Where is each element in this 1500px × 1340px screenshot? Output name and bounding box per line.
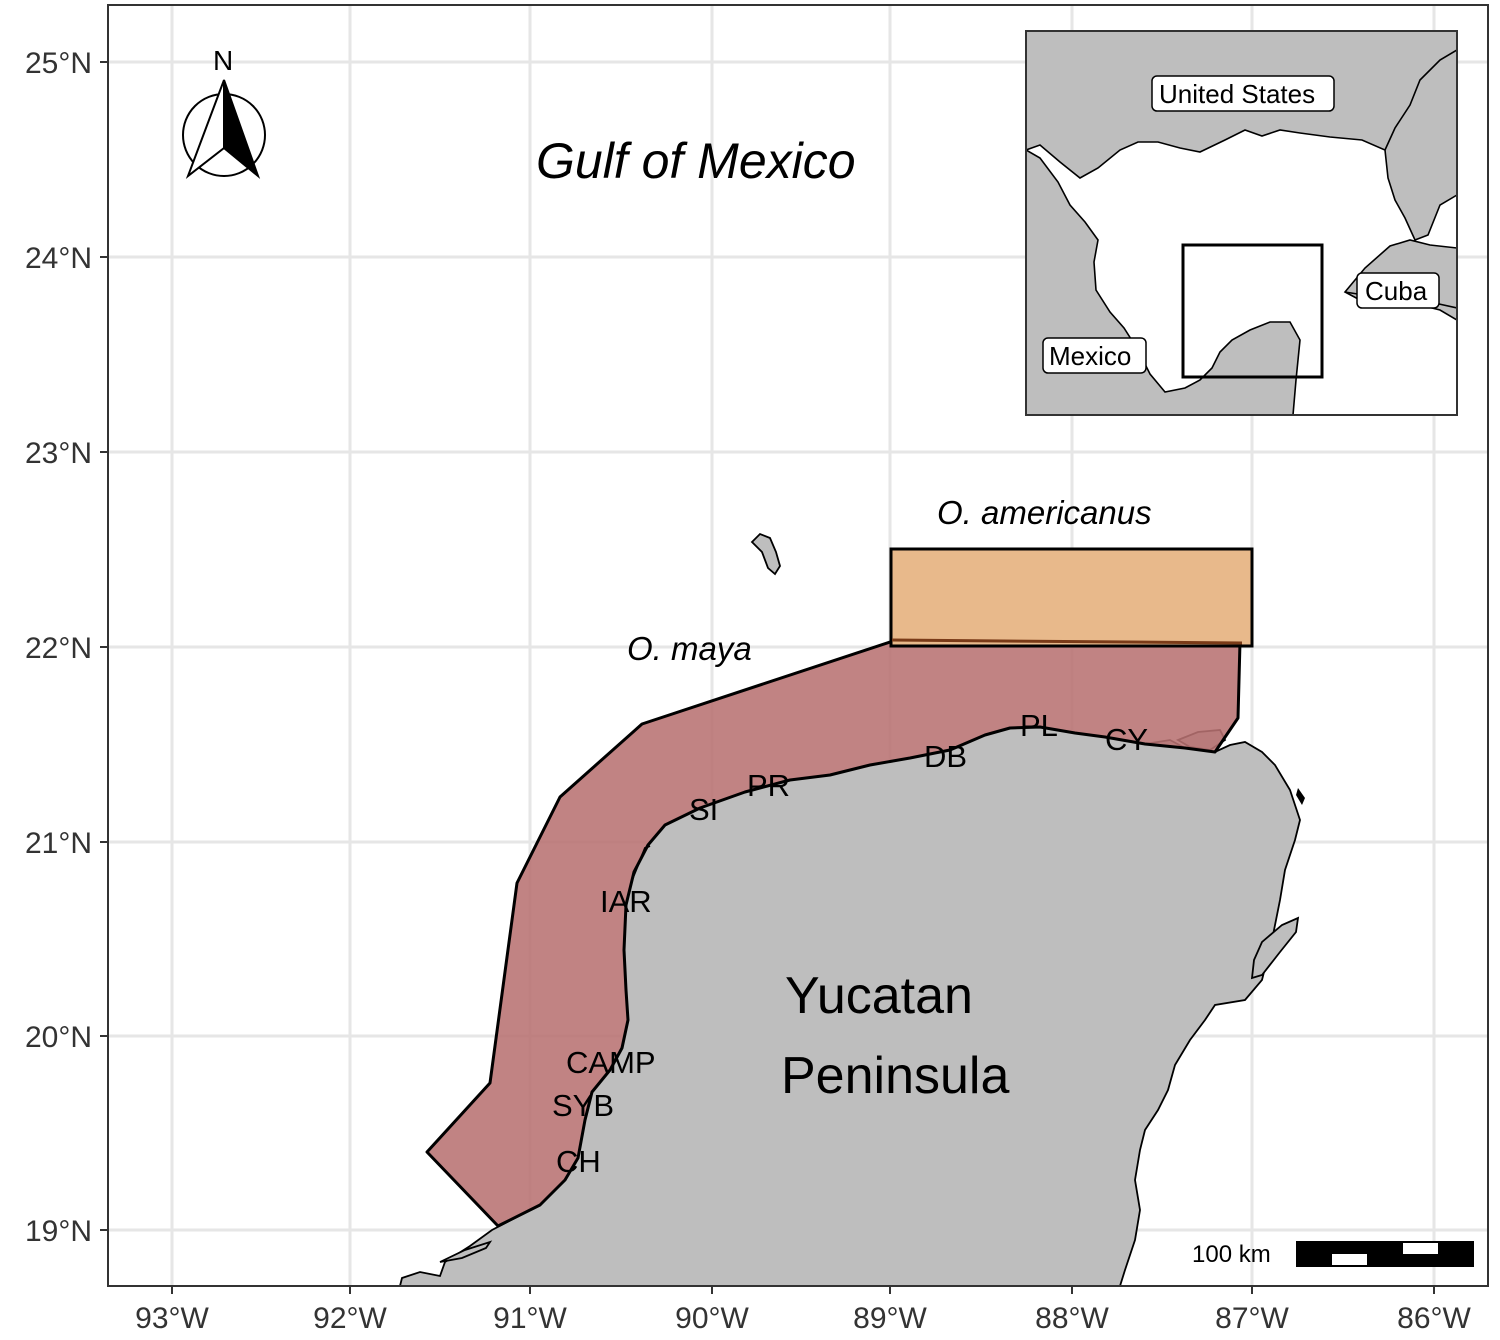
y-tick-label: 20°N bbox=[25, 1021, 92, 1054]
scale-bar-label: 100 km bbox=[1192, 1241, 1271, 1268]
x-tick-label: 92°W bbox=[313, 1302, 387, 1335]
north-arrow-right-half bbox=[223, 79, 261, 180]
inset-florida-coast bbox=[1384, 49, 1457, 151]
site-label-pl: PL bbox=[1020, 708, 1058, 743]
inset-label-box-us bbox=[1151, 75, 1335, 112]
site-label-camp: CAMP bbox=[566, 1045, 656, 1080]
inset-label-mexico: Mexico bbox=[1049, 341, 1131, 371]
cozumel-island bbox=[1250, 916, 1300, 980]
scale-bar-segment-1 bbox=[1297, 1242, 1332, 1266]
site-label-ch: CH bbox=[556, 1144, 601, 1179]
scale-bar: 100 km bbox=[1192, 1241, 1474, 1268]
isla-del-carmen bbox=[439, 1240, 493, 1263]
sea-label: Gulf of Mexico bbox=[536, 133, 856, 189]
site-label-iar: IAR bbox=[600, 884, 652, 919]
y-tick-label: 21°N bbox=[25, 827, 92, 860]
inset-map: United States Cuba Mexico bbox=[1025, 30, 1458, 416]
y-tick-label: 19°N bbox=[25, 1215, 92, 1248]
inset-label-united-states: United States bbox=[1159, 79, 1315, 109]
y-tick-label: 23°N bbox=[25, 437, 92, 470]
site-label-db: DB bbox=[924, 739, 967, 774]
y-axis: 25°N 24°N 23°N 22°N 21°N 20°N 19°N bbox=[25, 47, 108, 1248]
inset-label-cuba: Cuba bbox=[1365, 276, 1428, 306]
scale-bar-segment-3 bbox=[1367, 1242, 1403, 1266]
x-tick-label: 88°W bbox=[1035, 1302, 1109, 1335]
north-arrow-label: N bbox=[213, 45, 233, 76]
coastal-islet-east bbox=[1296, 788, 1305, 805]
site-label-si: SI bbox=[689, 792, 718, 827]
y-tick-label: 24°N bbox=[25, 242, 92, 275]
o-americanus-area bbox=[889, 547, 1254, 648]
inset-label-box-cuba bbox=[1356, 272, 1440, 309]
y-tick-label: 22°N bbox=[25, 632, 92, 665]
map-panel-border bbox=[107, 4, 1489, 1287]
y-tick-label: 25°N bbox=[25, 47, 92, 80]
campeche-lagoon-line bbox=[631, 845, 651, 881]
inset-label-box-mexico bbox=[1042, 337, 1147, 374]
x-tick-label: 91°W bbox=[493, 1302, 567, 1335]
inset-border bbox=[1025, 30, 1458, 416]
x-tick-label: 86°W bbox=[1397, 1302, 1471, 1335]
inset-study-area-box bbox=[1181, 243, 1324, 379]
x-tick-label: 90°W bbox=[675, 1302, 749, 1335]
scale-bar-segment-5 bbox=[1438, 1242, 1473, 1266]
site-label-pr: PR bbox=[747, 768, 790, 803]
x-tick-label: 93°W bbox=[135, 1302, 209, 1335]
x-axis: 93°W 92°W 91°W 90°W 89°W 88°W 87°W 86°W bbox=[135, 1286, 1472, 1335]
scale-bar-segment-2 bbox=[1332, 1242, 1367, 1254]
site-label-cy: CY bbox=[1105, 722, 1148, 757]
area-overlap-boundary bbox=[891, 638, 1243, 645]
o-maya-label: O. maya bbox=[627, 630, 752, 667]
region-label-line2: Peninsula bbox=[781, 1047, 1009, 1105]
north-arrow: N bbox=[182, 45, 266, 180]
scale-bar-segment-4 bbox=[1403, 1254, 1438, 1266]
site-label-syb: SYB bbox=[552, 1088, 614, 1123]
region-label-line1: Yucatan bbox=[785, 967, 973, 1025]
x-tick-label: 87°W bbox=[1215, 1302, 1289, 1335]
site-labels: PL CY DB PR SI IAR CAMP SYB CH bbox=[552, 708, 1148, 1179]
arrecife-alacranes-island bbox=[750, 532, 781, 576]
x-tick-label: 89°W bbox=[853, 1302, 927, 1335]
o-americanus-label: O. americanus bbox=[937, 494, 1152, 531]
